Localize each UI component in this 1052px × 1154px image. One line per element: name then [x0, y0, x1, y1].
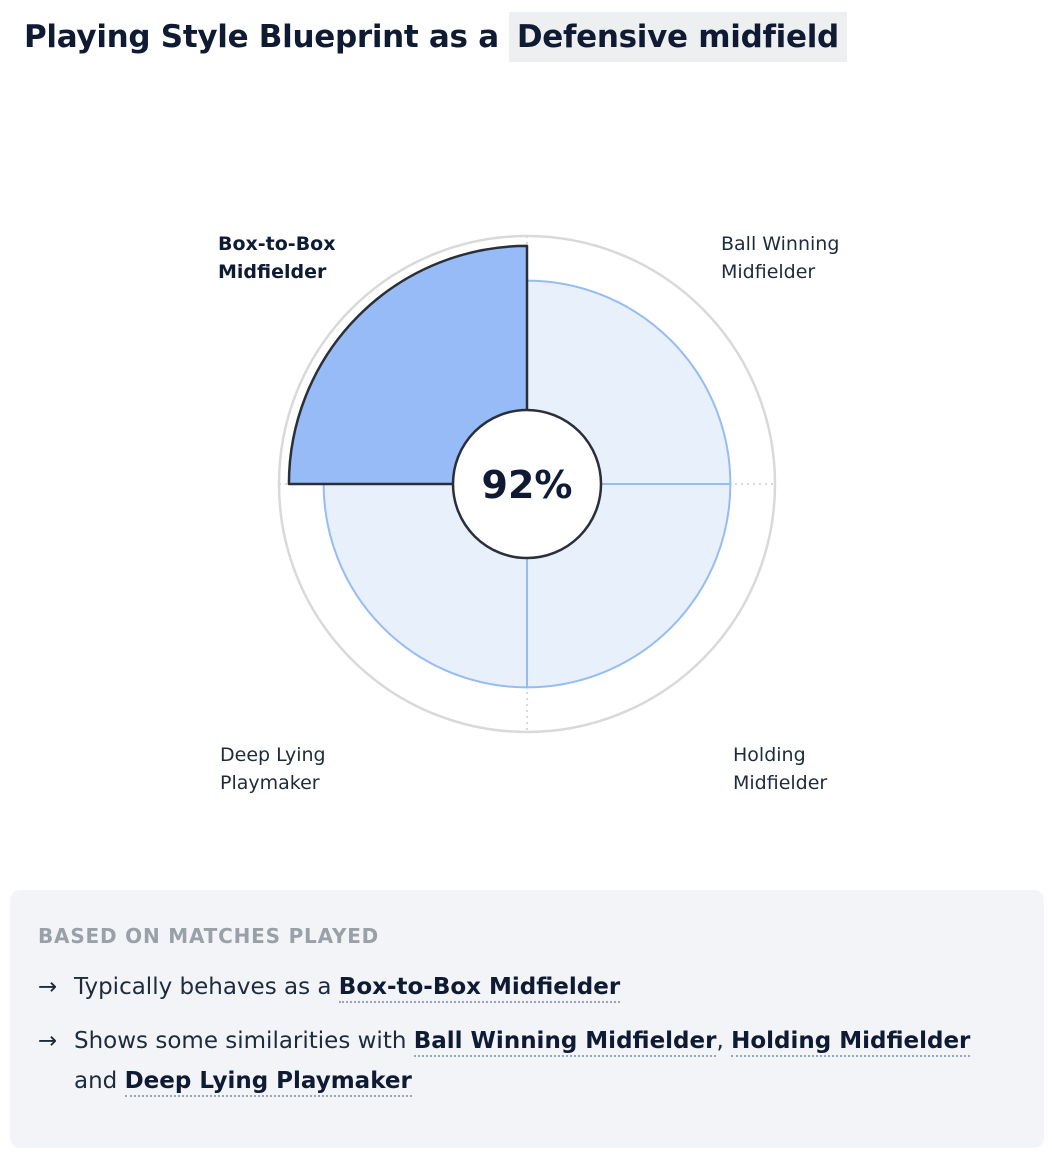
arrow-right-icon: →: [38, 974, 58, 1000]
role-link-holding[interactable]: Holding Midfielder: [731, 1028, 971, 1057]
label-holding-line1: Holding: [733, 744, 806, 766]
label-box-to-box[interactable]: Box-to-Box Midfielder: [218, 230, 336, 286]
position-selector[interactable]: Defensive midfield: [508, 12, 847, 62]
label-deep-lying-line1: Deep Lying: [220, 744, 326, 766]
summary-panel: BASED ON MATCHES PLAYED → Typically behav…: [10, 890, 1044, 1148]
line2-and: and: [74, 1068, 118, 1094]
line1-prefix: Typically behaves as a: [74, 974, 332, 1000]
role-link-box-to-box[interactable]: Box-to-Box Midfielder: [338, 974, 621, 1003]
arrow-right-icon: →: [38, 1028, 58, 1054]
label-ball-winning-line1: Ball Winning: [721, 233, 840, 255]
summary-line-secondary: → Shows some similarities with Ball Winni…: [38, 1028, 971, 1057]
summary-line-secondary-cont: and Deep Lying Playmaker: [38, 1068, 412, 1097]
line2-prefix: Shows some similarities with: [74, 1028, 407, 1054]
summary-line-primary: → Typically behaves as a Box-to-Box Midfi…: [38, 974, 621, 1003]
summary-heading: BASED ON MATCHES PLAYED: [38, 924, 380, 948]
label-box-to-box-line2: Midfielder: [218, 261, 327, 283]
segment-box-to-box: [287, 244, 529, 486]
polar-chart-svg: 92%: [277, 234, 777, 734]
label-holding-line2: Midfielder: [733, 772, 828, 794]
label-deep-lying[interactable]: Deep Lying Playmaker: [220, 741, 326, 797]
line2-separator: ,: [716, 1028, 724, 1054]
playing-style-chart: 92% Box-to-Box Midfielder Ball Winning M…: [218, 230, 839, 797]
role-link-ball-winning[interactable]: Ball Winning Midfielder: [413, 1028, 717, 1057]
label-holding[interactable]: Holding Midfielder: [733, 741, 827, 797]
title-text: Playing Style Blueprint as a: [24, 19, 499, 55]
label-ball-winning[interactable]: Ball Winning Midfielder: [721, 230, 839, 286]
center-circle: [451, 408, 603, 560]
label-deep-lying-line2: Playmaker: [220, 772, 320, 794]
role-link-deep-lying[interactable]: Deep Lying Playmaker: [124, 1068, 412, 1097]
label-ball-winning-line2: Midfielder: [721, 261, 816, 283]
label-box-to-box-line1: Box-to-Box: [218, 233, 336, 255]
page-title: Playing Style Blueprint as a Defensive m…: [24, 12, 847, 62]
center-percentage: 92%: [482, 463, 573, 507]
